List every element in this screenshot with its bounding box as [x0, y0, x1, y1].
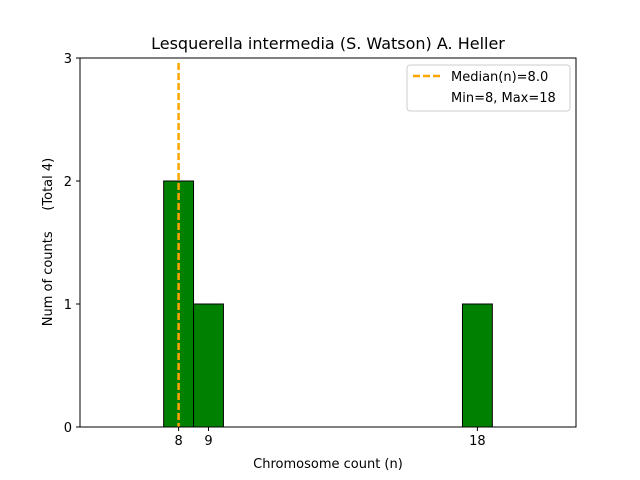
chart-title: Lesquerella intermedia (S. Watson) A. He…	[151, 34, 505, 53]
bar-9	[193, 303, 224, 428]
x-axis-ticks: 8 9 18	[174, 427, 486, 449]
legend-entry-min-max: Min=8, Max=18	[451, 91, 556, 106]
y-axis-label: Num of counts (Total 4)	[41, 158, 56, 326]
y-tick-label-1: 1	[64, 298, 72, 313]
y-tick-label-0: 0	[64, 421, 72, 436]
x-tick-label-18: 18	[469, 434, 486, 449]
x-axis-label: Chromosome count (n)	[253, 457, 403, 472]
y-axis-ticks: 0 1 2 3	[64, 52, 80, 436]
y-tick-label-2: 2	[64, 175, 72, 190]
bar-18	[461, 303, 493, 428]
legend-entry-median: Median(n)=8.0	[451, 70, 548, 85]
legend: Median(n)=8.0 Min=8, Max=18	[406, 64, 571, 112]
plot-frame	[79, 57, 577, 428]
x-tick-label-8: 8	[174, 434, 182, 449]
legend-box	[406, 64, 571, 112]
y-tick-label-3: 3	[64, 52, 72, 67]
x-tick-label-9: 9	[204, 434, 212, 449]
